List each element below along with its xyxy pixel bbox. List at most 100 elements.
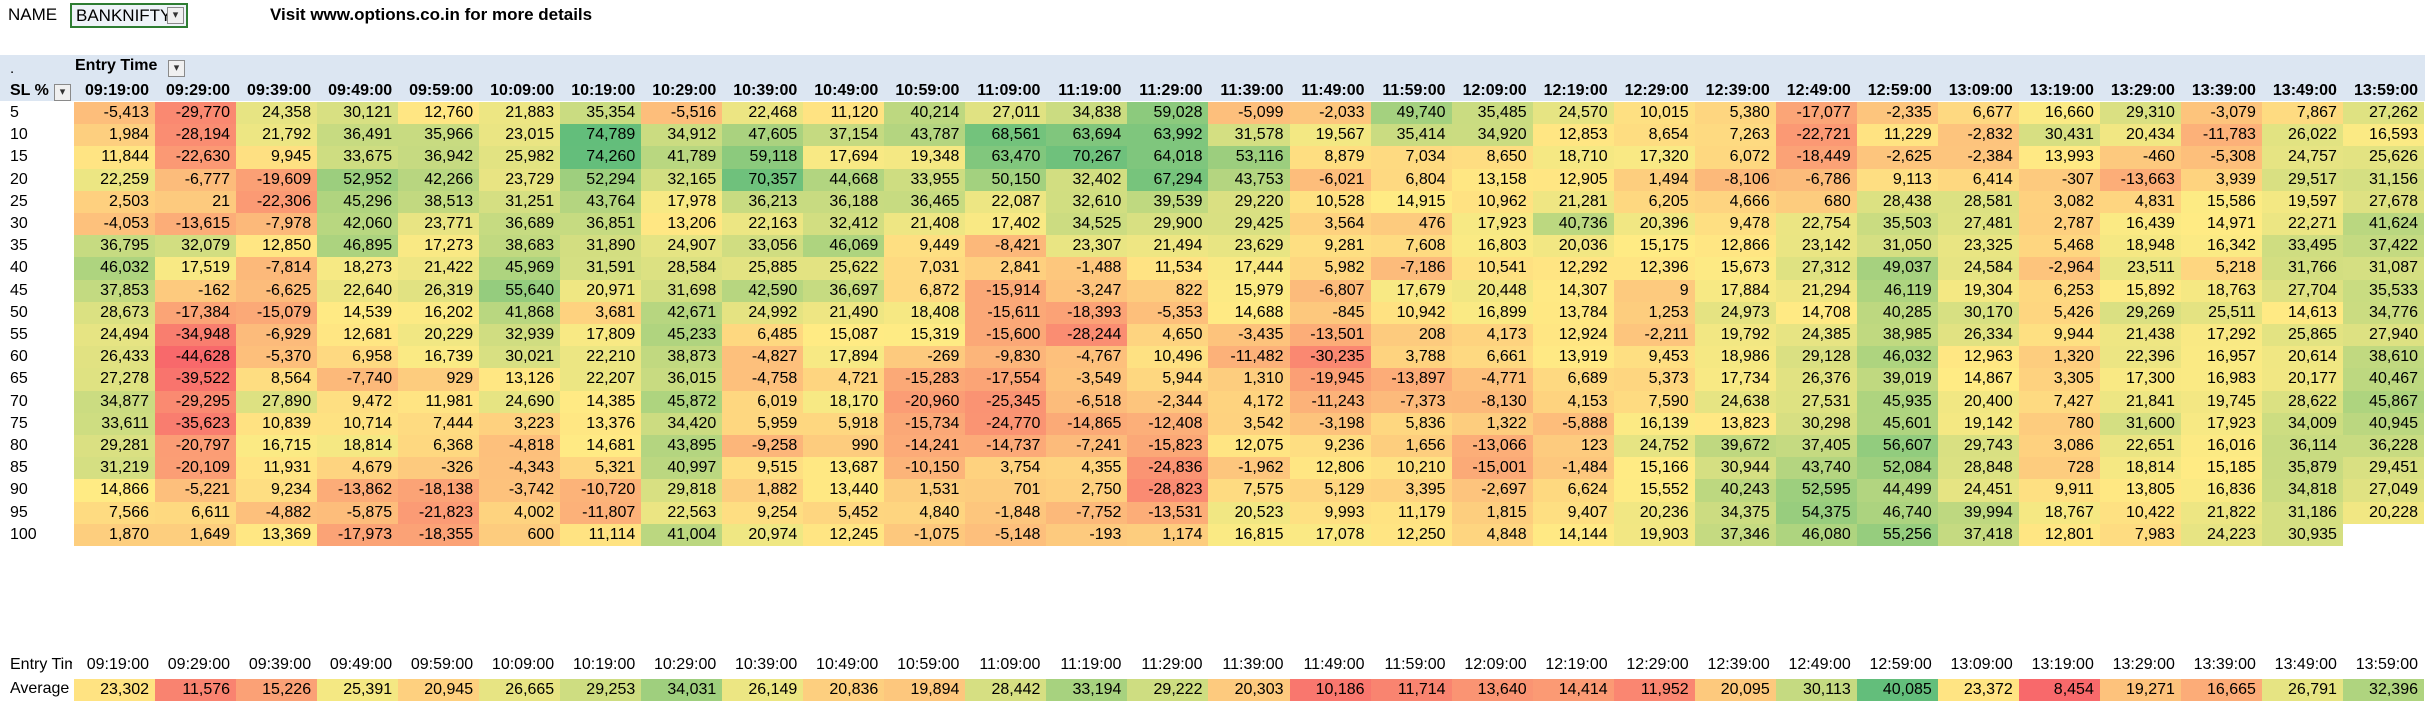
pnl-cell[interactable]: 929 [398, 368, 480, 391]
pnl-cell[interactable]: 13,919 [1532, 346, 1614, 369]
pnl-cell[interactable]: 4,172 [1208, 390, 1290, 413]
pnl-cell[interactable]: 20,177 [2261, 368, 2343, 391]
pnl-cell[interactable]: 12,292 [1532, 257, 1614, 280]
pnl-cell[interactable]: 15,979 [1208, 279, 1290, 302]
pnl-cell[interactable]: 30,021 [479, 346, 561, 369]
pnl-cell[interactable]: 3,223 [479, 412, 561, 435]
pnl-cell[interactable]: 1,870 [74, 523, 156, 546]
pnl-cell[interactable]: 1,656 [1370, 435, 1452, 458]
pnl-cell[interactable]: 24,385 [1775, 324, 1857, 347]
pnl-cell[interactable]: 6,804 [1370, 168, 1452, 191]
pnl-cell[interactable]: 3,542 [1208, 412, 1290, 435]
pnl-cell[interactable]: 42,671 [641, 301, 723, 324]
pnl-cell[interactable]: 11,981 [398, 390, 480, 413]
pnl-cell[interactable]: 11,931 [236, 457, 318, 480]
pnl-cell[interactable]: 1,649 [155, 523, 237, 546]
pnl-cell[interactable]: 15,892 [2099, 279, 2181, 302]
pnl-cell[interactable]: -15,611 [965, 301, 1047, 324]
pnl-cell[interactable]: 24,992 [722, 301, 804, 324]
pnl-cell[interactable]: 32,079 [155, 235, 237, 258]
pnl-cell[interactable]: 33,056 [722, 235, 804, 258]
pnl-cell[interactable]: 68,561 [965, 124, 1047, 147]
pnl-cell[interactable]: 20,974 [722, 523, 804, 546]
pnl-cell[interactable]: 18,273 [317, 257, 399, 280]
pnl-cell[interactable]: 1,174 [1127, 523, 1209, 546]
pnl-cell[interactable]: 41,624 [2342, 213, 2424, 236]
pnl-cell[interactable]: 208 [1370, 324, 1452, 347]
pnl-cell[interactable]: 19,348 [884, 146, 966, 169]
pnl-cell[interactable]: 17,809 [560, 324, 642, 347]
pnl-cell[interactable]: 23,511 [2099, 257, 2181, 280]
pnl-cell[interactable]: 30,944 [1694, 457, 1776, 480]
pnl-cell[interactable]: 46,080 [1775, 523, 1857, 546]
pnl-cell[interactable]: 9,236 [1289, 435, 1371, 458]
pnl-cell[interactable]: 34,818 [2261, 479, 2343, 502]
pnl-cell[interactable]: -13,615 [155, 213, 237, 236]
pnl-cell[interactable]: 63,470 [965, 146, 1047, 169]
average-cell[interactable]: 29,253 [560, 679, 642, 702]
pnl-cell[interactable]: 64,018 [1127, 146, 1209, 169]
pnl-cell[interactable]: 6,072 [1694, 146, 1776, 169]
pnl-cell[interactable]: -460 [2099, 146, 2181, 169]
pnl-cell[interactable]: -4,758 [722, 368, 804, 391]
average-cell[interactable]: 11,576 [155, 679, 237, 702]
pnl-cell[interactable]: -3,198 [1289, 412, 1371, 435]
pnl-cell[interactable]: 5,959 [722, 412, 804, 435]
pnl-cell[interactable]: 6,689 [1532, 368, 1614, 391]
pnl-cell[interactable]: 31,251 [479, 190, 561, 213]
pnl-cell[interactable]: 15,673 [1694, 257, 1776, 280]
pnl-cell[interactable]: 1,815 [1451, 501, 1533, 524]
pnl-cell[interactable]: 24,757 [2261, 146, 2343, 169]
pnl-cell[interactable]: 38,985 [1856, 324, 1938, 347]
pnl-cell[interactable]: 19,304 [1937, 279, 2019, 302]
pnl-cell[interactable]: 4,002 [479, 501, 561, 524]
pnl-cell[interactable]: 36,465 [884, 190, 966, 213]
pnl-cell[interactable]: 7,031 [884, 257, 966, 280]
pnl-cell[interactable]: 16,593 [2342, 124, 2424, 147]
pnl-cell[interactable]: 20,396 [1613, 213, 1695, 236]
pnl-cell[interactable]: 21,422 [398, 257, 480, 280]
pnl-cell[interactable]: 12,801 [2018, 523, 2100, 546]
pnl-cell[interactable]: -13,663 [2099, 168, 2181, 191]
pnl-cell[interactable]: 17,694 [803, 146, 885, 169]
pnl-cell[interactable]: 46,740 [1856, 501, 1938, 524]
pnl-cell[interactable]: 52,952 [317, 168, 399, 191]
pnl-cell[interactable]: -14,737 [965, 435, 1047, 458]
pnl-cell[interactable]: 20,400 [1937, 390, 2019, 413]
pnl-cell[interactable]: 20,971 [560, 279, 642, 302]
pnl-cell[interactable]: 10,496 [1127, 346, 1209, 369]
pnl-cell[interactable]: 20,614 [2261, 346, 2343, 369]
pnl-cell[interactable]: 15,175 [1613, 235, 1695, 258]
pnl-cell[interactable]: 680 [1775, 190, 1857, 213]
pnl-cell[interactable]: 25,865 [2261, 324, 2343, 347]
pnl-cell[interactable]: -326 [398, 457, 480, 480]
pnl-cell[interactable]: 12,681 [317, 324, 399, 347]
pnl-cell[interactable]: 9,254 [722, 501, 804, 524]
pnl-cell[interactable]: 45,867 [2342, 390, 2424, 413]
pnl-cell[interactable]: 12,905 [1532, 168, 1614, 191]
pnl-cell[interactable]: 10,422 [2099, 501, 2181, 524]
average-cell[interactable]: 15,226 [236, 679, 318, 702]
pnl-cell[interactable]: 28,581 [1937, 190, 2019, 213]
pnl-cell[interactable]: 30,431 [2018, 124, 2100, 147]
pnl-cell[interactable]: 35,503 [1856, 213, 1938, 236]
pnl-cell[interactable]: 53,116 [1208, 146, 1290, 169]
pnl-cell[interactable]: -18,138 [398, 479, 480, 502]
pnl-cell[interactable]: 35,414 [1370, 124, 1452, 147]
average-cell[interactable]: 33,194 [1046, 679, 1128, 702]
pnl-cell[interactable]: 1,310 [1208, 368, 1290, 391]
pnl-cell[interactable]: 18,948 [2099, 235, 2181, 258]
pnl-cell[interactable]: 36,942 [398, 146, 480, 169]
pnl-cell[interactable]: 24,690 [479, 390, 561, 413]
pnl-cell[interactable]: 27,312 [1775, 257, 1857, 280]
pnl-cell[interactable]: 14,971 [2180, 213, 2262, 236]
average-cell[interactable]: 19,271 [2099, 679, 2181, 702]
pnl-cell[interactable]: 6,611 [155, 501, 237, 524]
pnl-cell[interactable]: 3,086 [2018, 435, 2100, 458]
pnl-cell[interactable]: 40,997 [641, 457, 723, 480]
pnl-cell[interactable]: 15,586 [2180, 190, 2262, 213]
pnl-cell[interactable]: 21,883 [479, 102, 561, 125]
pnl-cell[interactable]: 37,154 [803, 124, 885, 147]
pnl-cell[interactable]: 43,740 [1775, 457, 1857, 480]
pnl-cell[interactable]: -5,413 [74, 102, 156, 125]
